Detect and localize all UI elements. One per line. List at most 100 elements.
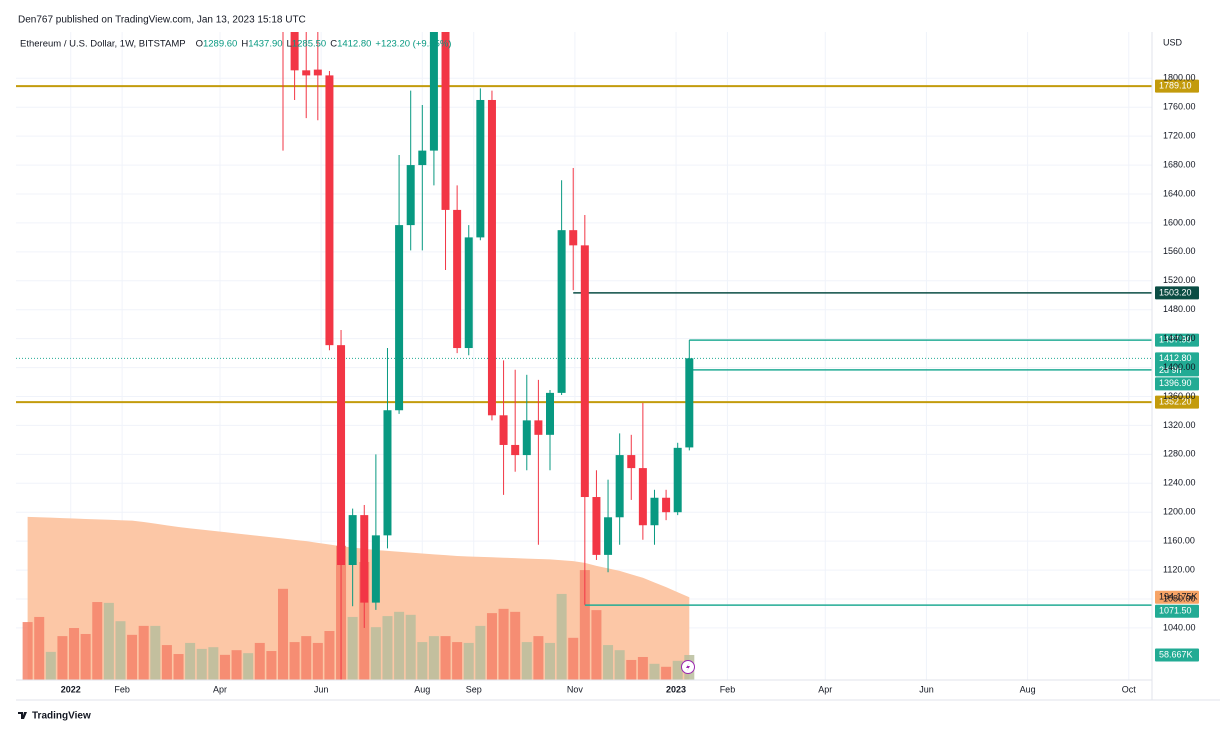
candle-body: [569, 230, 578, 246]
volume-bar: [347, 616, 358, 680]
volume-bar: [672, 660, 683, 680]
volume-bar: [440, 636, 451, 680]
x-tick-label: 2023: [666, 684, 686, 694]
x-tick-label: Nov: [567, 684, 584, 694]
y-tick-label: 1560.00: [1163, 246, 1196, 256]
volume-bar: [127, 634, 138, 680]
volume-bar: [92, 602, 103, 680]
y-tick-label: 1200.00: [1163, 507, 1196, 517]
volume-ma-label: 194.175K: [1159, 592, 1198, 602]
level-label: 1503.20: [1159, 287, 1192, 297]
y-tick-label: 1760.00: [1163, 102, 1196, 112]
candle-body: [499, 415, 508, 445]
candle-body: [522, 420, 531, 456]
volume-bar: [69, 628, 80, 680]
y-tick-label: 1360.00: [1163, 391, 1196, 401]
candle-body: [348, 515, 357, 566]
y-tick-label: 1120.00: [1163, 564, 1195, 574]
level-label-box: [1155, 333, 1199, 347]
ohlc-key: L: [287, 39, 292, 50]
volume-bar: [545, 642, 556, 680]
y-tick-label: 1160.00: [1163, 536, 1195, 546]
candle-body: [638, 468, 647, 526]
volume-label-box: [1155, 648, 1199, 662]
volume-bar: [115, 621, 126, 680]
volume-bar: [428, 636, 439, 680]
volume-ma-area: [27, 516, 690, 680]
volume-bar: [533, 636, 544, 680]
published-note: Den767 published on TradingView.com, Jan…: [18, 15, 306, 26]
volume-bar: [486, 613, 497, 680]
volume-bar: [161, 645, 172, 680]
tradingview-logo: [18, 712, 27, 719]
last-price-label: 1412.80: [1159, 353, 1192, 363]
volume-bar: [382, 616, 393, 680]
candle-body: [418, 150, 427, 166]
y-tick-label: 1440.00: [1163, 333, 1196, 343]
y-tick-label: 1040.00: [1163, 622, 1196, 632]
level-label-box: [1155, 395, 1199, 409]
candle-body: [453, 209, 462, 349]
candle-body: [534, 420, 543, 435]
x-tick-label: Apr: [213, 684, 227, 694]
volume-bar: [556, 593, 567, 680]
x-tick-label: Feb: [720, 684, 736, 694]
candle-body: [313, 69, 322, 76]
y-tick-label: 1280.00: [1163, 449, 1196, 459]
ohlc-value: 1289.60: [203, 39, 237, 50]
volume-bar: [57, 636, 68, 680]
volume-bar: [510, 611, 521, 680]
y-tick-label: 1600.00: [1163, 217, 1196, 227]
volume-bar: [637, 656, 648, 680]
symbol-legend: Ethereum / U.S. Dollar, 1W, BITSTAMP O 12…: [20, 39, 451, 50]
event-icon: [681, 660, 695, 674]
ohlc-value: 1412.80: [337, 39, 371, 50]
currency-label: USD: [1163, 37, 1183, 47]
candle-body: [406, 165, 415, 226]
symbol-title: Ethereum / U.S. Dollar, 1W, BITSTAMP: [20, 39, 186, 50]
x-tick-label: Feb: [114, 684, 130, 694]
volume-bar: [45, 651, 56, 680]
candle-body: [360, 515, 369, 603]
volume-bar: [312, 642, 323, 680]
ohlc-key: H: [241, 39, 248, 50]
volume-bar: [603, 645, 614, 680]
level-label: 1396.90: [1159, 378, 1192, 388]
candle-body: [592, 497, 601, 555]
volume-bar: [324, 631, 335, 680]
candle-body: [476, 99, 485, 238]
candle-body: [371, 535, 380, 603]
candle-body: [546, 392, 555, 435]
level-label: 1352.20: [1159, 397, 1192, 407]
candle-body: [604, 517, 613, 555]
candle-body: [383, 410, 392, 536]
volume-bar: [34, 616, 45, 680]
ohlc-value: 1437.90: [248, 39, 282, 50]
candle-body: [441, 32, 450, 210]
x-tick-label: Aug: [1020, 684, 1036, 694]
volume-bar: [185, 642, 196, 680]
volume-bar: [266, 651, 277, 680]
volume-bar: [231, 650, 242, 680]
level-label-box: [1155, 286, 1199, 300]
volume-bar: [452, 642, 463, 680]
volume-bar: [22, 622, 33, 680]
volume-bar: [370, 627, 381, 680]
x-tick-label: Jun: [919, 684, 934, 694]
candle-body: [429, 32, 438, 151]
y-tick-label: 1080.00: [1163, 593, 1196, 603]
candle-body: [673, 447, 682, 513]
volume-bar: [103, 602, 114, 680]
volume-bar: [254, 642, 265, 680]
candle-body: [487, 99, 496, 416]
candle-body: [395, 225, 404, 411]
level-label: 1437.90: [1159, 335, 1192, 345]
volume-bar: [463, 642, 474, 680]
x-tick-label: 2022: [61, 684, 81, 694]
ohlc-value: 1285.50: [292, 39, 326, 50]
ohlc-key: O: [196, 39, 203, 50]
volume-bar: [649, 663, 660, 680]
plot-area: [16, 32, 1152, 680]
y-tick-label: 1680.00: [1163, 159, 1196, 169]
